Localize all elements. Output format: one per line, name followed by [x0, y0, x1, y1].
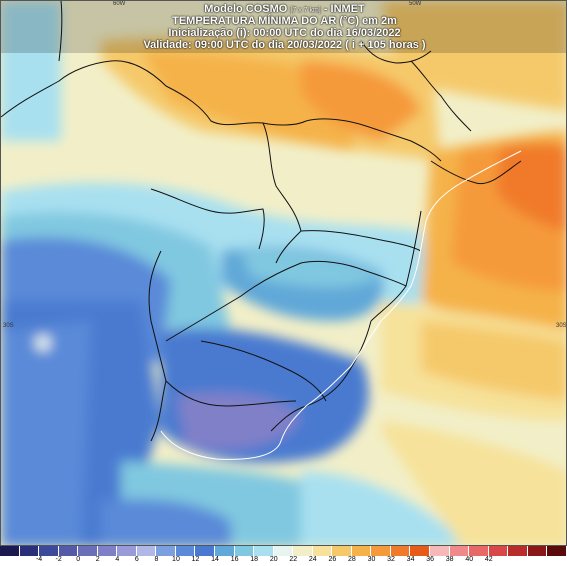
legend-swatch [215, 546, 235, 556]
legend-tick: 26 [328, 556, 337, 563]
legend-swatch [234, 546, 255, 556]
legend-swatch [293, 546, 313, 556]
legend-swatch [371, 546, 391, 556]
legend-tick: -2 [55, 556, 62, 563]
legend-swatch [136, 546, 157, 556]
legend-tick: 0 [76, 556, 81, 563]
legend-swatch [312, 546, 333, 556]
legend-tick: 12 [191, 556, 200, 563]
coastline [160, 150, 522, 460]
latitude-label-30s-right: 30S [556, 323, 567, 329]
legend-tick: 22 [289, 556, 298, 563]
color-legend [0, 546, 567, 556]
legend-tick: -4 [35, 556, 43, 563]
latitude-label-30s-left: 30S [3, 323, 14, 329]
legend-swatch [449, 546, 470, 556]
legend-swatch [117, 546, 137, 556]
legend-swatch [410, 546, 431, 556]
legend-tick: 4 [115, 556, 120, 563]
legend-swatch [488, 546, 509, 556]
legend-swatch [0, 546, 20, 556]
legend-tick: 42 [484, 556, 493, 563]
legend-tick: 38 [445, 556, 454, 563]
model-title: Modelo COSMO [7 x 7 km] - INMET [204, 3, 365, 15]
legend-swatch [469, 546, 489, 556]
legend-tick: 40 [465, 556, 474, 563]
legend-swatch [254, 546, 274, 556]
legend-swatch [195, 546, 216, 556]
legend-swatch [78, 546, 98, 556]
variable-title: TEMPERATURA MÍNIMA DO AR (°C) em 2m [172, 15, 397, 27]
legend-tick: 14 [211, 556, 219, 563]
legend-tick: 8 [154, 556, 159, 563]
legend-tick-labels: -4 -2 0 2 4 6 8 10 12 14 16 18 20 22 24 26 28 30 32 34 36 38 4… [0, 556, 567, 566]
legend-swatch [39, 546, 59, 556]
legend-swatch [527, 546, 548, 556]
legend-tick: 24 [308, 556, 317, 563]
temperature-map [1, 1, 566, 545]
legend-tick: 16 [230, 556, 239, 563]
longitude-label-60w: 60W [113, 1, 126, 7]
legend-swatch [430, 546, 450, 556]
legend-swatch [547, 546, 567, 556]
legend-tick: 18 [250, 556, 259, 563]
legend-swatch [273, 546, 294, 556]
legend-swatch [175, 546, 196, 556]
legend-swatch [19, 546, 40, 556]
legend-tick: 20 [269, 556, 278, 563]
header-shade [1, 1, 566, 53]
legend-tick: 2 [95, 556, 100, 563]
legend-tick: 10 [172, 556, 180, 563]
legend-tick: 36 [426, 556, 435, 563]
legend-swatch [332, 546, 352, 556]
legend-swatch [58, 546, 79, 556]
temperature-field [1, 1, 566, 545]
legend-swatch [351, 546, 372, 556]
validity-time: Validade: 09:00 UTC do dia 20/03/2022 ( … [143, 39, 426, 51]
legend-tick: 30 [367, 556, 376, 563]
legend-tick: 32 [387, 556, 395, 563]
legend-swatch [390, 546, 411, 556]
longitude-label-50w: 50W [409, 1, 422, 7]
initialization-time: Inicialização (i): 00:00 UTC do dia 16/0… [168, 27, 401, 39]
legend-tick: 28 [348, 556, 356, 563]
legend-swatch [508, 546, 528, 556]
legend-swatch [156, 546, 176, 556]
legend-tick: 6 [134, 556, 139, 563]
map-panel: Modelo COSMO [7 x 7 km] - INMET TEMPERAT… [0, 0, 567, 546]
political-boundaries [1, 1, 522, 442]
legend-tick: 34 [406, 556, 415, 563]
legend-swatch [97, 546, 118, 556]
